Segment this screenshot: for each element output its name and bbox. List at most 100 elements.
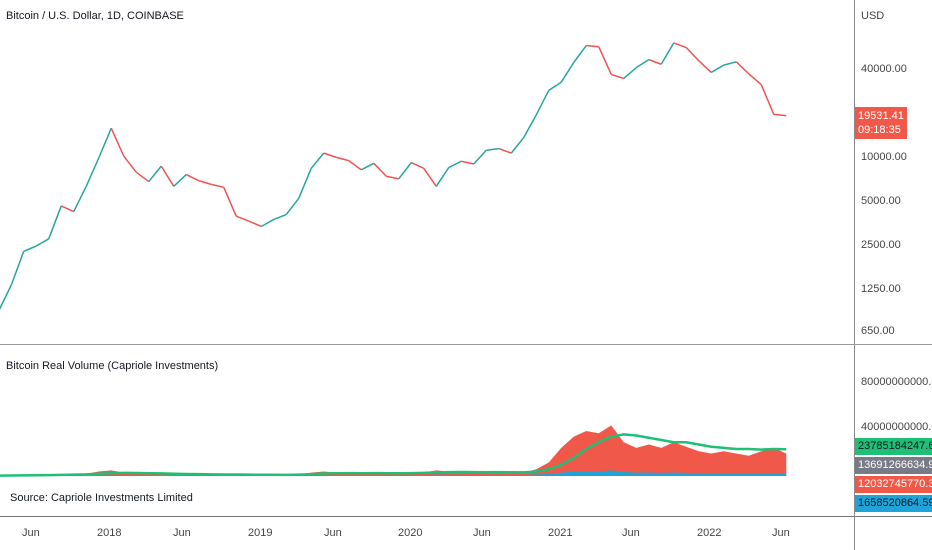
price-segment [660,42,675,65]
price-segment [273,213,287,221]
price-segment [598,46,612,75]
price-segment [123,155,137,173]
time-tick: 2019 [248,527,273,539]
time-tick: 2020 [398,527,423,539]
price-segment [248,220,262,228]
price-segment [586,44,599,48]
price-segment [510,137,525,154]
volume-ma-line [0,433,787,477]
volume-tick: 40000000000.00 [861,421,932,433]
price-tick: 40000.00 [861,63,907,75]
time-tick: Jun [772,527,790,539]
price-segment [23,245,37,252]
price-segment [623,67,637,80]
price-segment [110,127,125,157]
last-price-tag: 19531.41 09:18:35 [855,107,907,139]
price-segment [560,62,575,83]
price-segment [673,42,687,49]
symbol-title[interactable]: Bitcoin / U.S. Dollar, 1D, COINBASE [6,10,184,22]
price-segment [386,175,399,180]
price-tick: 10000.00 [861,151,907,163]
time-tick: 2021 [548,527,573,539]
price-segment [373,162,387,177]
price-segment [260,218,275,228]
price-segment [548,81,562,92]
price-segment [10,251,25,286]
pane-separator[interactable] [0,344,932,345]
price-tick: 2500.00 [861,239,901,251]
price-segment [573,45,587,63]
price-segment [348,159,362,171]
price-segment [486,147,499,151]
price-segment [748,73,762,86]
price-segment [435,167,450,187]
price-segment [723,61,737,66]
price-segment [410,161,425,169]
price-tick: 5000.00 [861,195,901,207]
indicator-title[interactable]: Bitcoin Real Volume (Capriole Investment… [6,360,219,372]
price-segment [448,160,462,169]
price-segment [336,156,349,162]
price-segment [98,127,112,159]
time-axis-border [0,516,932,517]
time-tick: 2022 [697,527,722,539]
price-segment [535,90,550,116]
volume-value-tag: 12032745770.39 [855,476,932,493]
price-segment [211,183,224,189]
currency-label: USD [861,10,885,22]
price-segment [611,73,624,80]
time-tick: Jun [173,527,191,539]
price-segment [160,165,175,187]
price-segment [135,171,150,183]
price-segment [698,60,712,73]
real-volume-area [0,470,787,476]
price-tick: 650.00 [861,324,895,337]
price-segment [285,197,300,216]
price-segment [685,47,700,62]
price-segment [0,284,12,310]
price-segment [323,152,337,159]
price-segment [173,174,187,187]
price-segment [35,238,50,247]
last-price: 19531.41 [858,110,904,122]
total-value-tag: 13691266634.98 [855,457,932,474]
price-segment [73,185,87,212]
time-tick: Jun [473,527,491,539]
price-segment [648,58,662,65]
price-segment [423,167,437,187]
time-tick: Jun [22,527,40,539]
ma-value-tag: 23785184247.61 [855,438,932,455]
price-segment [85,157,100,187]
price-segment [760,84,775,115]
price-segment [223,187,237,217]
volume-tick: 80000000000.00 [861,376,932,388]
price-segment [735,61,750,75]
price-segment [60,205,75,213]
price-segment [148,165,162,183]
price-segment [710,64,725,74]
source-label: Source: Capriole Investments Limited [10,492,193,504]
price-segment [310,152,325,169]
time-tick: Jun [622,527,640,539]
price-segment [235,215,250,222]
price-segment [298,168,312,199]
real-volume-value-tag: 1658520864.59 [855,495,932,512]
price-segment [360,162,375,171]
price-segment [498,147,512,154]
time-tick: 2018 [97,527,122,539]
price-segment [398,162,412,180]
time-tick: Jun [324,527,342,539]
total-volume-area [0,425,787,476]
price-segment [185,173,200,182]
price-segment [461,160,474,165]
price-segment [635,58,650,69]
price-segment [523,114,537,138]
price-segment [198,179,212,186]
price-segment [773,113,787,117]
price-axis-border [854,0,855,550]
countdown: 09:18:35 [858,124,901,136]
price-tick: 1250.00 [861,283,901,295]
price-segment [48,205,62,240]
price-segment [473,149,487,165]
